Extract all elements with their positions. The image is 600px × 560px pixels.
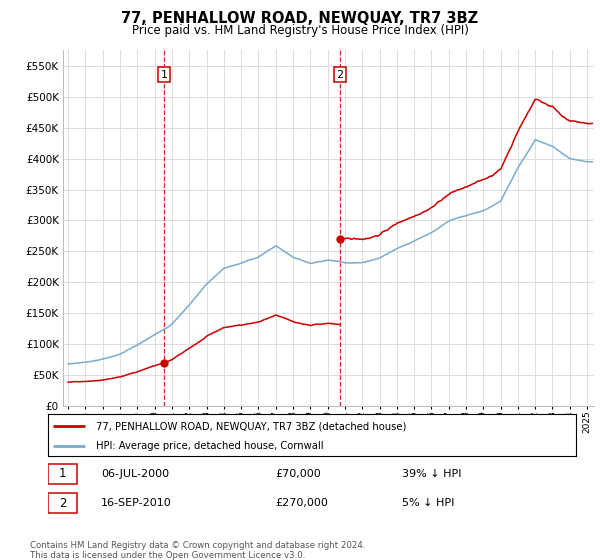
Text: 77, PENHALLOW ROAD, NEWQUAY, TR7 3BZ: 77, PENHALLOW ROAD, NEWQUAY, TR7 3BZ: [121, 11, 479, 26]
Text: 06-JUL-2000: 06-JUL-2000: [101, 469, 169, 479]
Text: Contains HM Land Registry data © Crown copyright and database right 2024.
This d: Contains HM Land Registry data © Crown c…: [30, 540, 365, 560]
Text: 2: 2: [337, 69, 343, 80]
Text: Price paid vs. HM Land Registry's House Price Index (HPI): Price paid vs. HM Land Registry's House …: [131, 24, 469, 37]
FancyBboxPatch shape: [48, 493, 77, 514]
Text: £70,000: £70,000: [275, 469, 321, 479]
Text: HPI: Average price, detached house, Cornwall: HPI: Average price, detached house, Corn…: [95, 441, 323, 451]
Text: 77, PENHALLOW ROAD, NEWQUAY, TR7 3BZ (detached house): 77, PENHALLOW ROAD, NEWQUAY, TR7 3BZ (de…: [95, 421, 406, 431]
Text: 5% ↓ HPI: 5% ↓ HPI: [402, 498, 454, 508]
Text: 1: 1: [59, 468, 66, 480]
Text: 39% ↓ HPI: 39% ↓ HPI: [402, 469, 461, 479]
Text: £270,000: £270,000: [275, 498, 328, 508]
Text: 1: 1: [161, 69, 167, 80]
Text: 16-SEP-2010: 16-SEP-2010: [101, 498, 172, 508]
Text: 2: 2: [59, 497, 66, 510]
FancyBboxPatch shape: [48, 464, 77, 484]
